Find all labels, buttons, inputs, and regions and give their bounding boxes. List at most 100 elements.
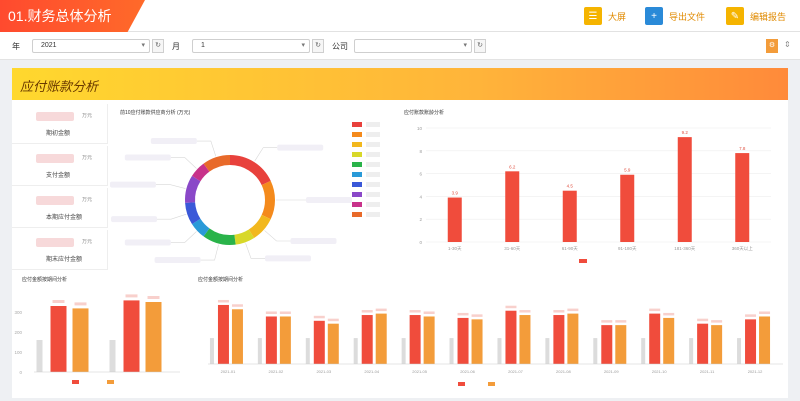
company-refresh-button[interactable]: ↻ (474, 39, 486, 53)
bar (505, 310, 517, 364)
x-tick-label: 91-180天 (618, 246, 637, 252)
x-tick-label: 2021-02 (269, 369, 284, 374)
bar (375, 313, 387, 364)
bar (649, 313, 661, 364)
donut-slice (261, 180, 275, 220)
aging-bar-chart: 0 2 4 6 8 10 3.9 1-30天 6.2 31-60天 4.5 61-90天 5.9 91-1… (417, 126, 771, 263)
legend-swatch (352, 172, 362, 177)
bar (353, 338, 358, 364)
donut-slice (185, 201, 201, 225)
legend-label (366, 202, 380, 207)
month-refresh-button[interactable]: ↻ (312, 39, 324, 53)
donut-slice (203, 228, 236, 245)
large-screen-label: 大屏 (608, 11, 627, 22)
legend-swatch (352, 192, 362, 197)
legend-swatch (352, 202, 362, 207)
top-bar: 01.财务总体分析 ☰ 大屏 + 导出文件 ✎ 编辑报告 (0, 0, 800, 32)
company-select[interactable]: ▾ (354, 39, 472, 53)
bar-value-label (279, 311, 291, 314)
bar (471, 319, 483, 364)
bar (497, 338, 502, 364)
main-panel: 应付账款分析 万元 期初金额 万元 支付金额 万元 本期应付金额 万元 期末应付… (12, 68, 788, 398)
bar-chart-title: 应付账款账龄分析 (404, 110, 445, 116)
bar (72, 308, 89, 372)
company-label: 公司 (332, 42, 348, 51)
settings-button[interactable]: ⚙ (766, 39, 778, 53)
edit-report-button[interactable]: ✎ 编辑报告 (726, 6, 786, 26)
bar-value-label (663, 312, 675, 316)
section-banner: 应付账款分析 (12, 68, 788, 100)
donut-leader-line (245, 243, 266, 259)
donut-slice-label (306, 197, 352, 203)
bar (562, 190, 577, 242)
bar (620, 174, 635, 242)
donut-slice-label (110, 181, 156, 188)
y-tick-label: 0 (19, 370, 22, 375)
bar-value-label (471, 314, 483, 317)
bar (217, 304, 229, 364)
bar (401, 338, 406, 364)
legend-swatch (352, 212, 362, 217)
bar (305, 338, 310, 364)
bar (663, 317, 675, 364)
donut-slice (203, 155, 231, 172)
legend-swatch (458, 382, 465, 386)
x-tick-label: 2021-10 (652, 369, 667, 374)
section-title: 应付账款分析 (20, 79, 99, 94)
x-tick-label: 2021-05 (412, 369, 427, 374)
donut-slice-label (111, 216, 158, 223)
bar (553, 315, 565, 364)
donut-slice-label (265, 255, 312, 262)
bar-value-label (615, 320, 627, 323)
bar (615, 325, 627, 364)
donut-leader-line (155, 184, 186, 189)
bar-value-label (457, 312, 469, 316)
bar (231, 309, 243, 364)
year-select[interactable]: 2021 ▾ (32, 39, 150, 53)
x-tick-label: 61-90天 (562, 246, 579, 252)
large-screen-button[interactable]: ☰ 大屏 (584, 6, 626, 26)
kpi-unit: 万元 (82, 155, 93, 161)
bar (711, 325, 723, 364)
kpi-label: 期初金额 (46, 131, 71, 137)
bar (759, 316, 771, 364)
chevron-down-icon: ▾ (301, 42, 305, 49)
donut-slice-label (124, 239, 171, 246)
legend-label (366, 142, 380, 147)
expand-icon[interactable]: ⇕ (784, 40, 791, 49)
edit-icon: ✎ (726, 7, 744, 25)
bar (313, 320, 325, 364)
month-select[interactable]: 1 ▾ (192, 39, 310, 53)
kpi-unit: 万元 (82, 197, 93, 203)
bar (209, 338, 214, 364)
export-file-button[interactable]: + 导出文件 (645, 6, 705, 26)
y-tick-label: 4 (419, 194, 422, 199)
donut-slice (229, 155, 271, 186)
year-label: 年 (12, 42, 20, 51)
donut-leader-line (264, 230, 291, 242)
x-tick-label: 2021-11 (700, 369, 715, 374)
legend-swatch (352, 162, 362, 167)
bar-value-label (265, 311, 277, 314)
y-tick-label: 2 (419, 217, 422, 222)
bar (145, 302, 162, 372)
large-screen-icon: ☰ (584, 7, 602, 25)
bar (361, 315, 373, 364)
chevron-down-icon: ▾ (463, 42, 467, 49)
x-tick-label: 2021-03 (316, 369, 331, 374)
y-tick-label: 6 (419, 172, 422, 177)
legend-label (366, 182, 380, 187)
bar (449, 338, 454, 364)
donut-leader-line (200, 244, 219, 261)
legend-swatch (579, 259, 587, 263)
bar-value-label (553, 310, 565, 313)
bar-value-label: 9.2 (682, 130, 689, 135)
bar (447, 197, 462, 242)
bar (327, 323, 339, 364)
y-tick-label: 100 (14, 350, 22, 355)
kpi-card: 万元 本期应付金额 (12, 188, 108, 228)
bar-value-label (601, 320, 613, 323)
export-icon: + (645, 7, 663, 25)
year-refresh-button[interactable]: ↻ (152, 39, 164, 53)
x-tick-label: 2021-12 (748, 369, 763, 374)
